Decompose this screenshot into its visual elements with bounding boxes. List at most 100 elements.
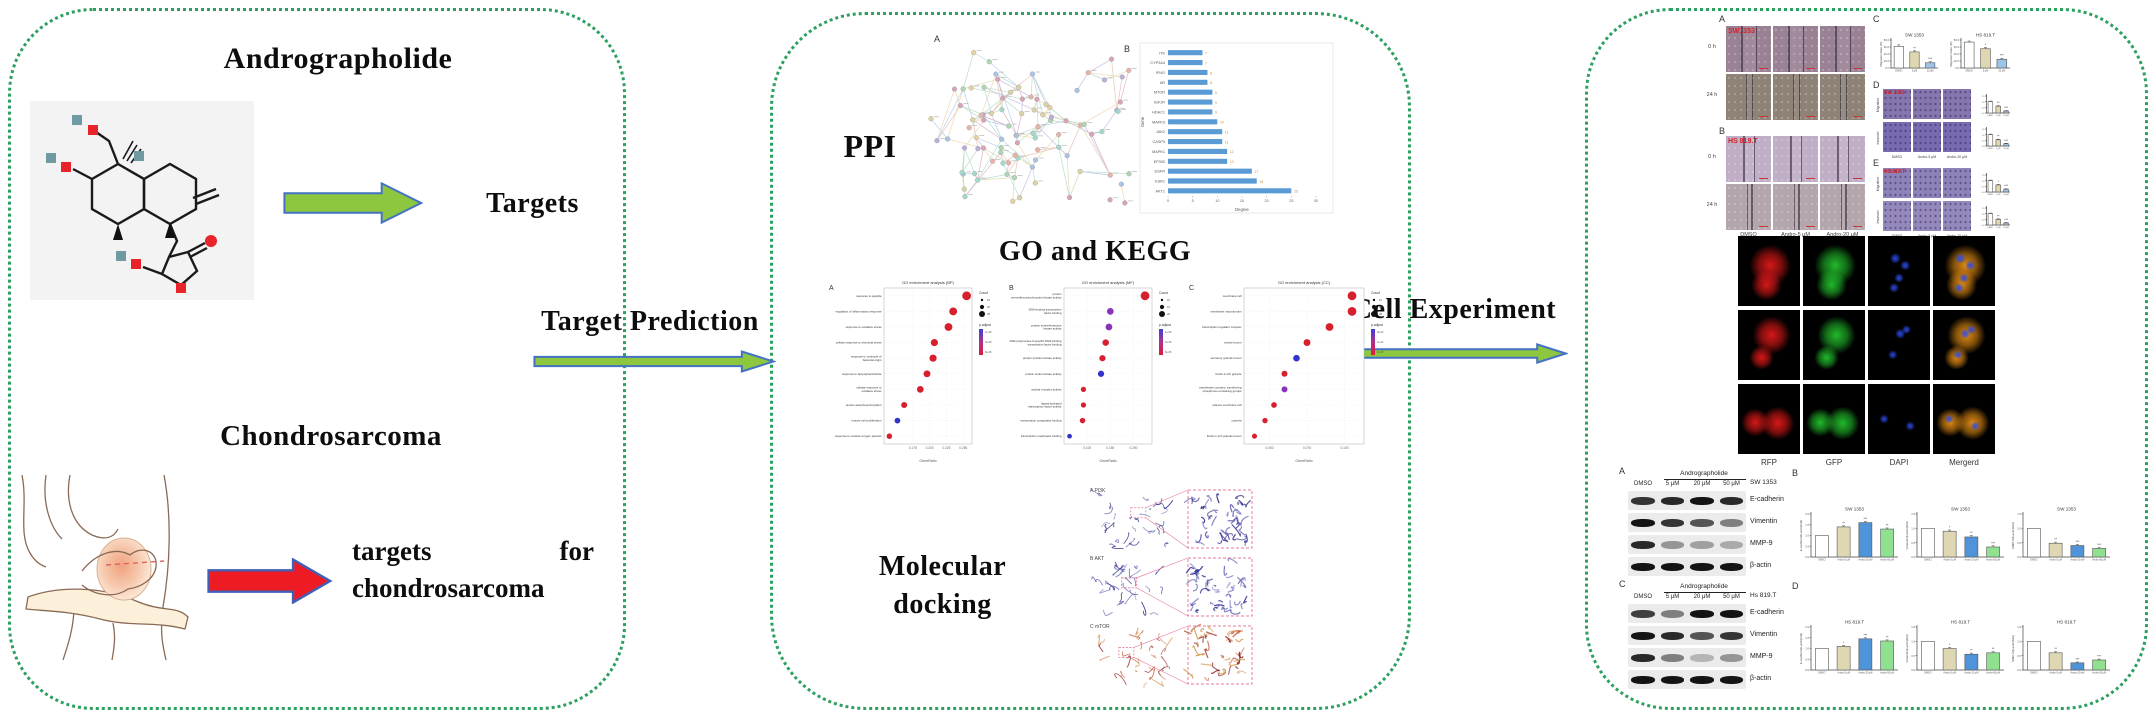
transwell-row-label: Invasion <box>1876 210 1880 224</box>
svg-text:**: ** <box>2054 647 2057 651</box>
svg-text:***: *** <box>2097 543 2101 547</box>
transwell-chart-d-migration: 0.0 0.5 1.0 1.5 DMSO ** 5 μM *** 20 μM <box>1980 90 2012 119</box>
transwell-col-label: Andro-5 μM <box>1917 155 1937 159</box>
svg-text:1.5: 1.5 <box>1911 512 1915 516</box>
svg-text:80.0: 80.0 <box>1954 38 1960 42</box>
wound-row-label: 24 h <box>1706 92 1718 98</box>
enrichment-dot <box>1140 291 1150 301</box>
svg-text:***: *** <box>1991 541 1995 545</box>
svg-text:0.0: 0.0 <box>1885 66 1889 70</box>
network-node <box>1126 171 1132 177</box>
network-node <box>1099 128 1105 135</box>
fluorescence-image <box>1933 236 1995 306</box>
svg-text:MMP-9/β-actin(fold): MMP-9/β-actin(fold) <box>2011 635 2015 661</box>
svg-text:SW 1353: SW 1353 <box>1951 507 1970 512</box>
network-node <box>1085 70 1091 76</box>
svg-text:18: 18 <box>1259 180 1263 184</box>
svg-text:nuclear receptor activity: nuclear receptor activity <box>1031 387 1062 391</box>
network-node <box>957 103 964 109</box>
wound-col-label: DMSO <box>1740 232 1757 238</box>
wound-row-label: 0 h <box>1708 44 1716 50</box>
wb-dose-label: 50 μM <box>1723 481 1740 487</box>
fluorescence-image <box>1868 310 1930 380</box>
target-prediction-arrow <box>532 350 776 373</box>
fluorescence-image <box>1738 310 1800 380</box>
wound-healing-image <box>1773 184 1818 230</box>
transwell-image <box>1883 201 1911 231</box>
svg-text:5e-08: 5e-08 <box>985 351 992 354</box>
network-node <box>1006 160 1012 166</box>
svg-text:Andro-20 μM: Andro-20 μM <box>1858 559 1872 562</box>
transwell-panel-e-letter: E <box>1873 158 1880 168</box>
enrichment-dot <box>930 339 938 347</box>
network-node <box>1043 101 1049 108</box>
network-node <box>1107 172 1113 178</box>
fluorescence-image <box>1933 384 1995 454</box>
andrographolide-structure-image <box>30 101 254 300</box>
wb-protein-label: MMP-9 <box>1750 653 1773 660</box>
wb-band <box>1631 609 1655 618</box>
fluorescence-image <box>1868 236 1930 306</box>
svg-text:0.150: 0.150 <box>1106 446 1114 450</box>
svg-text:transcription factor binding: transcription factor binding <box>1028 342 1062 346</box>
svg-text:*: * <box>1949 643 1951 647</box>
enrichment-dot <box>1105 323 1113 331</box>
network-node <box>1014 132 1020 138</box>
network-node <box>1056 144 1062 150</box>
svg-text:DMSO: DMSO <box>1988 194 1994 196</box>
network-node <box>1108 56 1115 62</box>
network-node <box>972 171 978 177</box>
network-node <box>959 169 965 176</box>
network-node <box>1117 99 1123 105</box>
svg-text:5 μM: 5 μM <box>1912 70 1917 73</box>
network-node <box>981 117 987 123</box>
wb-band <box>1690 675 1714 684</box>
svg-text:transcription coactivator bind: transcription coactivator binding <box>1021 434 1062 438</box>
wb-chart-hs-mmp9: HS 819.T MMP-9/β-actin(fold) 0.0 0.5 1.0 1.5 D… <box>2010 617 2112 680</box>
wb-band <box>1631 653 1655 662</box>
svg-text:0.175: 0.175 <box>909 446 917 450</box>
svg-text:DMSO: DMSO <box>1818 672 1825 675</box>
svg-text:0.0: 0.0 <box>2017 555 2021 559</box>
svg-text:GeneRatio: GeneRatio <box>1295 459 1312 463</box>
svg-text:5e-05: 5e-05 <box>1165 351 1172 354</box>
wb-band <box>1690 540 1714 549</box>
svg-text:DMSO: DMSO <box>1966 70 1973 73</box>
quant-bar <box>1836 646 1851 671</box>
degree-bar <box>1168 60 1203 66</box>
network-node <box>980 145 987 151</box>
svg-text:0.100: 0.100 <box>1083 446 1091 450</box>
svg-text:muscle cell proliferation: muscle cell proliferation <box>851 419 882 423</box>
degree-bar <box>1168 138 1223 145</box>
wb-dose-label: 5 μM <box>1665 481 1680 487</box>
wb-dose-label: 20 μM <box>1693 594 1711 600</box>
wb-dose-label: DMSO <box>1634 594 1652 600</box>
network-node <box>934 138 940 144</box>
svg-text:Andro-20 μM: Andro-20 μM <box>1858 672 1872 675</box>
svg-text:Degree: Degree <box>1235 207 1249 212</box>
wb-chart-hs-ecadherin: HS 819.T E-cadherin/β-actin(fold) 0.0 0.5 1.… <box>1798 617 1900 680</box>
network-node <box>1008 89 1014 95</box>
network-node <box>981 84 987 90</box>
svg-text:**: ** <box>1970 531 1973 535</box>
svg-text:20: 20 <box>987 305 991 309</box>
svg-text:vesicle lumen: vesicle lumen <box>1224 341 1242 345</box>
svg-text:1.0: 1.0 <box>1982 214 1986 216</box>
svg-text:1.5: 1.5 <box>1805 523 1809 527</box>
wb-band <box>1719 562 1743 571</box>
network-node <box>928 116 934 122</box>
svg-text:E-cadherin/β-actin(fold): E-cadherin/β-actin(fold) <box>1799 633 1803 664</box>
transwell-row-label: Migration <box>1876 97 1880 113</box>
network-node <box>1107 197 1113 203</box>
scale-bar <box>1853 67 1862 69</box>
svg-text:20.0: 20.0 <box>1884 59 1890 63</box>
svg-text:***: *** <box>2004 106 2008 110</box>
degree-bar <box>1168 89 1213 95</box>
svg-text:DNA-binding transcription: DNA-binding transcription <box>1029 308 1062 312</box>
wb-band <box>1719 609 1743 618</box>
degree-panel-letter: B <box>1124 44 1131 54</box>
network-node <box>1047 105 1053 111</box>
svg-text:20: 20 <box>1379 312 1383 316</box>
cell-line-label-sw1353: SW1353 <box>1728 28 1755 35</box>
